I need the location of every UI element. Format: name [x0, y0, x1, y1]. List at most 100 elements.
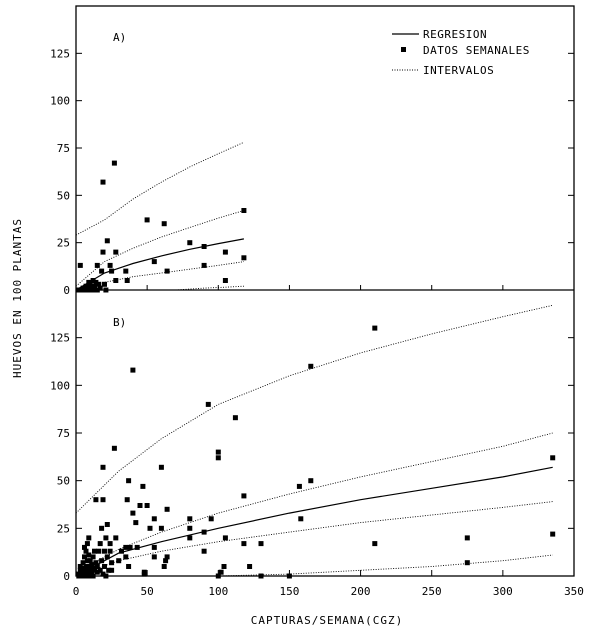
- data-point: [372, 325, 378, 331]
- regression-line: [75, 238, 245, 291]
- data-point: [94, 569, 100, 575]
- data-point: [298, 516, 304, 522]
- data-point: [97, 541, 103, 547]
- data-point: [113, 249, 119, 255]
- y-axis-title: HUEVOS EN 100 PLANTAS: [11, 218, 24, 378]
- data-point: [76, 571, 82, 577]
- data-point: [123, 544, 129, 550]
- data-point: [119, 548, 124, 554]
- data-point: [201, 244, 207, 249]
- data-point: [93, 560, 99, 566]
- interval-line-lower-inner: [75, 501, 553, 577]
- data-point: [151, 516, 157, 522]
- data-point: [103, 573, 109, 579]
- data-point: [247, 564, 253, 569]
- data-point: [77, 262, 83, 268]
- data-point: [164, 268, 170, 274]
- x-tick-label: 100: [208, 585, 228, 598]
- data-point: [123, 554, 129, 560]
- data-point: [84, 567, 90, 573]
- data-point: [87, 558, 93, 564]
- ticks-layer: 0 50 100 150 200 250 300 350 0 25 50 75 100 125 0 25 50 7…: [50, 47, 584, 598]
- data-point: [102, 281, 107, 287]
- data-point: [215, 573, 221, 579]
- data-point: [241, 493, 247, 499]
- data-point: [161, 221, 167, 227]
- data-point: [82, 573, 87, 579]
- data-point: [241, 208, 247, 213]
- data-point: [296, 483, 302, 489]
- data-point: [103, 535, 109, 541]
- data-point: [286, 573, 292, 579]
- x-axis-title: CAPTURAS/SEMANA(CGZ): [251, 614, 403, 627]
- legend-datos-swatch: [401, 47, 406, 52]
- data-point: [158, 525, 164, 531]
- data-point: [201, 262, 207, 268]
- data-point: [113, 278, 119, 283]
- x-tick-label: 300: [493, 585, 513, 598]
- data-point: [208, 516, 214, 522]
- x-tick-label: 200: [351, 585, 371, 598]
- data-point: [144, 217, 150, 223]
- data-point: [102, 548, 107, 554]
- data-point: [107, 541, 113, 547]
- data-point: [90, 278, 96, 283]
- legend: REGRESION DATOS SEMANALES INTERVALOS: [392, 28, 530, 77]
- data-point: [151, 554, 157, 560]
- data-point: [308, 478, 314, 484]
- data-point: [92, 283, 97, 289]
- data-point: [372, 541, 378, 547]
- regression-line: [75, 466, 553, 577]
- data-point: [82, 554, 87, 560]
- y-tick-label: 75: [57, 427, 70, 440]
- data-point: [151, 259, 157, 265]
- interval-line-lower-outer: [218, 554, 553, 577]
- legend-datos-label: DATOS SEMANALES: [423, 44, 530, 57]
- y-tick-label: 25: [57, 237, 70, 250]
- data-point: [222, 278, 228, 283]
- data-point: [124, 278, 130, 283]
- y-tick-label: 100: [50, 95, 70, 108]
- data-point: [106, 567, 112, 573]
- data-point: [107, 548, 113, 554]
- data-point: [221, 564, 227, 569]
- data-point: [147, 525, 153, 531]
- data-point: [93, 279, 99, 285]
- data-point: [187, 240, 193, 246]
- data-point: [218, 569, 224, 575]
- x-tick-label: 50: [141, 585, 154, 598]
- data-point: [109, 268, 115, 274]
- data-point: [140, 483, 146, 489]
- data-point: [103, 287, 109, 293]
- data-point: [96, 281, 102, 287]
- data-point: [123, 268, 129, 274]
- data-point: [232, 415, 238, 421]
- panel-a-label: A): [113, 31, 126, 44]
- data-point: [126, 478, 132, 484]
- y-tick-label: 100: [50, 379, 70, 392]
- legend-regression-label: REGRESION: [423, 28, 487, 41]
- data-point: [90, 554, 96, 560]
- data-point: [151, 544, 157, 550]
- data-point: [100, 464, 106, 470]
- data-point: [92, 565, 97, 571]
- legend-intervalos-label: INTERVALOS: [423, 64, 494, 77]
- data-point: [111, 445, 117, 451]
- data-point: [99, 558, 105, 564]
- data-point: [258, 541, 264, 547]
- interval-line-upper-outer: [75, 304, 553, 514]
- data-point: [93, 497, 99, 503]
- data-point: [99, 525, 105, 531]
- data-point: [102, 564, 107, 569]
- x-tick-label: 250: [422, 585, 442, 598]
- data-point: [187, 516, 193, 522]
- data-point: [201, 548, 207, 554]
- interval-line-upper-inner: [75, 432, 553, 573]
- x-tick-label: 150: [279, 585, 299, 598]
- y-tick-label: 75: [57, 142, 70, 155]
- data-point: [86, 552, 92, 558]
- data-point: [87, 565, 93, 571]
- data-point: [100, 249, 106, 255]
